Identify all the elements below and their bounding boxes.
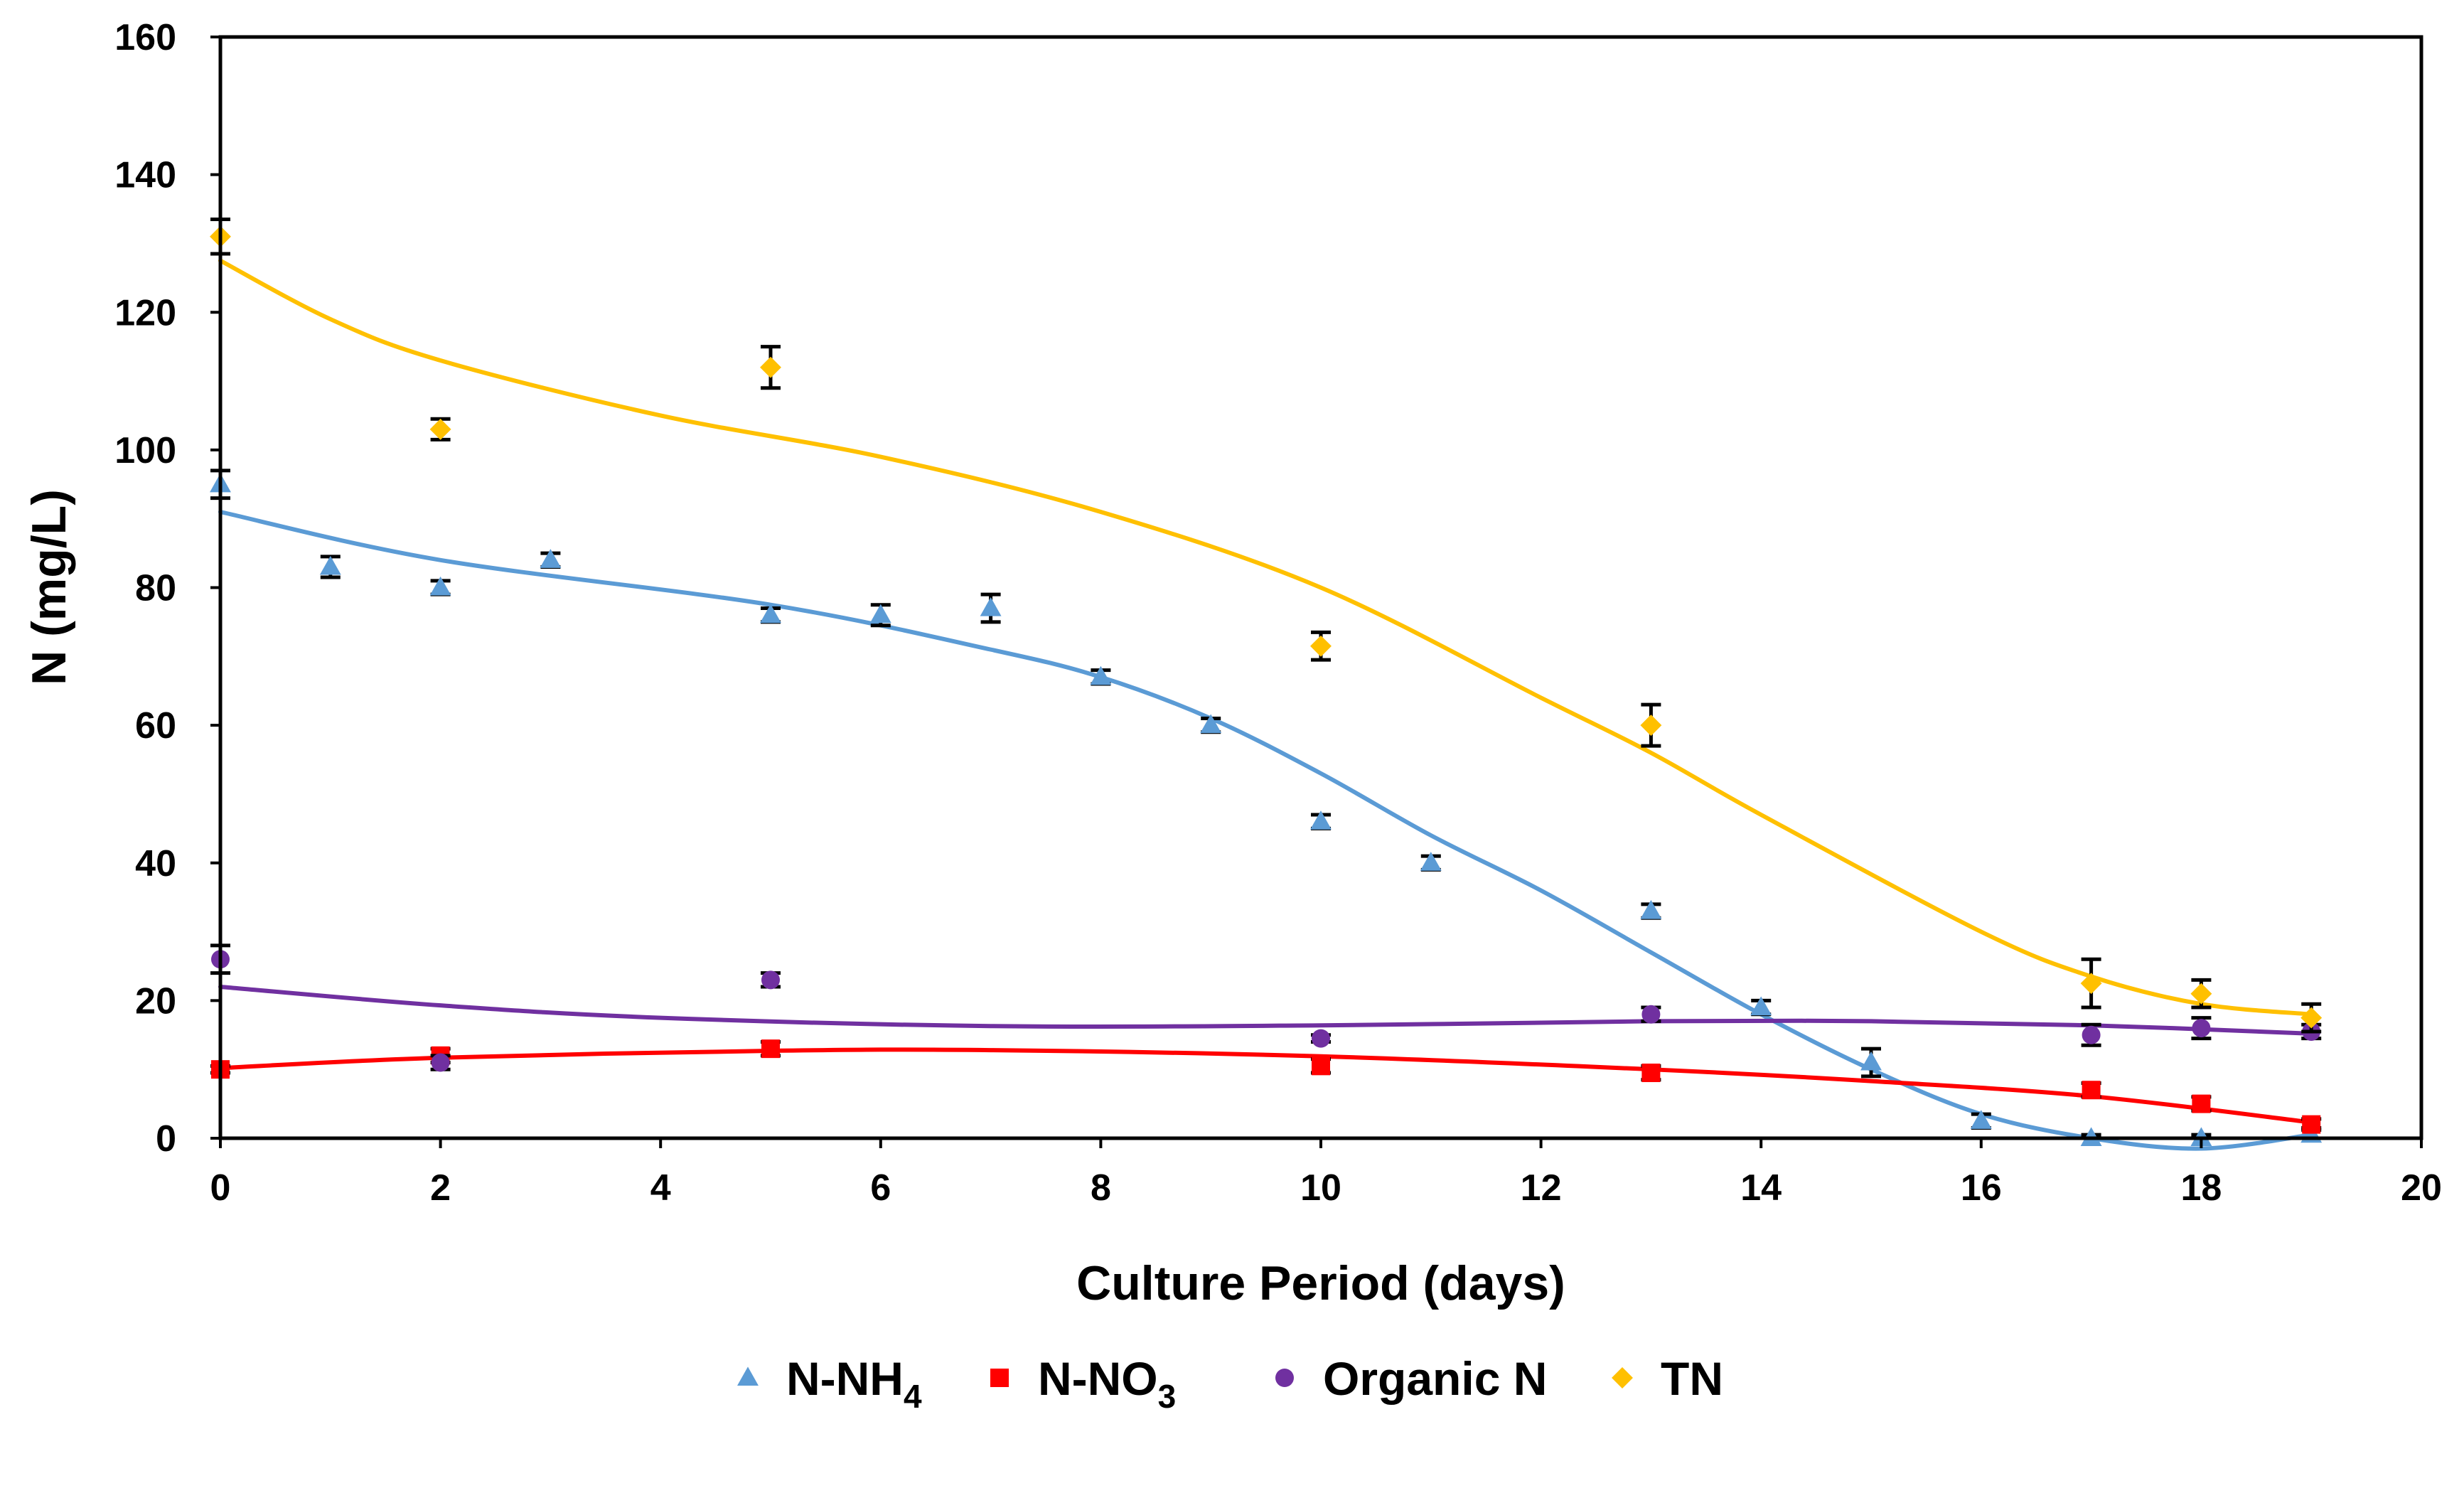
trendline [218, 985, 2314, 1036]
axis-layer: 0 2 4 6 8 10 12 14 16 18 20 0 20 40 60 80 100 120 140 160 [114, 17, 2442, 1209]
y-tick-label: 0 [156, 1118, 176, 1160]
legend-marker [990, 1369, 1009, 1387]
x-tick-label: 20 [2401, 1167, 2442, 1209]
series-0 [210, 469, 2323, 1151]
y-tick-label: 140 [114, 155, 176, 196]
data-point [1420, 852, 1442, 871]
data-point [869, 604, 891, 624]
trendline [218, 1047, 2314, 1125]
y-tick-label: 120 [114, 292, 176, 333]
x-tick-label: 6 [870, 1167, 891, 1209]
data-point [1090, 665, 1112, 685]
trendline [218, 258, 2314, 1017]
series-layer [210, 218, 2323, 1151]
y-tick-label: 100 [114, 430, 176, 471]
data-point [429, 576, 451, 596]
data-point [760, 604, 781, 624]
data-point [1750, 996, 1772, 1016]
data-point [2302, 1115, 2321, 1134]
data-point [1200, 714, 1222, 734]
data-point [761, 1039, 780, 1059]
data-point [2080, 973, 2102, 995]
data-point [431, 1053, 450, 1072]
data-point [1640, 715, 1662, 737]
legend-item: N-NH4 [737, 1352, 922, 1415]
data-point [2192, 1019, 2211, 1038]
y-tick-label: 160 [114, 17, 176, 58]
data-point [761, 970, 780, 990]
data-point [760, 356, 781, 378]
data-point [2192, 1094, 2211, 1113]
y-tick-label: 20 [135, 980, 176, 1022]
trendline [218, 510, 2314, 1151]
data-point [1312, 1056, 1330, 1076]
data-point [2190, 983, 2212, 1005]
data-point [429, 418, 451, 440]
series-1 [210, 1039, 2322, 1134]
legend-marker [737, 1366, 759, 1386]
data-point [319, 555, 341, 575]
series-3 [210, 218, 2323, 1034]
x-tick-label: 12 [1521, 1167, 1562, 1209]
x-tick-label: 0 [210, 1167, 231, 1209]
x-tick-label: 18 [2180, 1167, 2222, 1209]
x-tick-label: 2 [430, 1167, 451, 1209]
legend-label: N-NH4 [786, 1352, 922, 1415]
data-point [1970, 1110, 1992, 1129]
data-point [1310, 635, 1332, 657]
y-tick-label: 80 [135, 568, 176, 609]
data-point [1310, 810, 1332, 830]
data-point [1312, 1029, 1330, 1048]
data-point [2300, 1007, 2323, 1029]
data-point [1641, 1005, 1661, 1024]
y-tick-label: 60 [135, 705, 176, 746]
legend-item: TN [1612, 1352, 1723, 1405]
legend-label: N-NO3 [1038, 1352, 1176, 1415]
x-tick-label: 14 [1740, 1167, 1782, 1209]
data-point [1640, 899, 1662, 919]
x-tick-label: 10 [1300, 1167, 1341, 1209]
data-point [2082, 1081, 2101, 1100]
legend-item: Organic N [1275, 1352, 1547, 1405]
data-point [1860, 1051, 1882, 1071]
legend-marker [1275, 1369, 1294, 1387]
y-tick-label: 40 [135, 843, 176, 884]
data-point [540, 549, 562, 568]
data-point [1641, 1064, 1661, 1083]
data-point [980, 596, 1002, 616]
legend-item: N-NO3 [990, 1352, 1176, 1415]
legend-label: TN [1661, 1352, 1723, 1405]
x-axis-title: Culture Period (days) [1076, 1256, 1565, 1310]
y-axis-title: N (mg/L) [22, 489, 76, 685]
legend-marker [1612, 1367, 1633, 1388]
legend-label: Organic N [1323, 1352, 1547, 1405]
x-tick-label: 8 [1091, 1167, 1111, 1209]
data-point [2082, 1025, 2101, 1044]
x-tick-label: 4 [650, 1167, 671, 1209]
legend: N-NH4 N-NO3 Organic N TN [737, 1352, 1723, 1415]
x-tick-label: 16 [1961, 1167, 2002, 1209]
